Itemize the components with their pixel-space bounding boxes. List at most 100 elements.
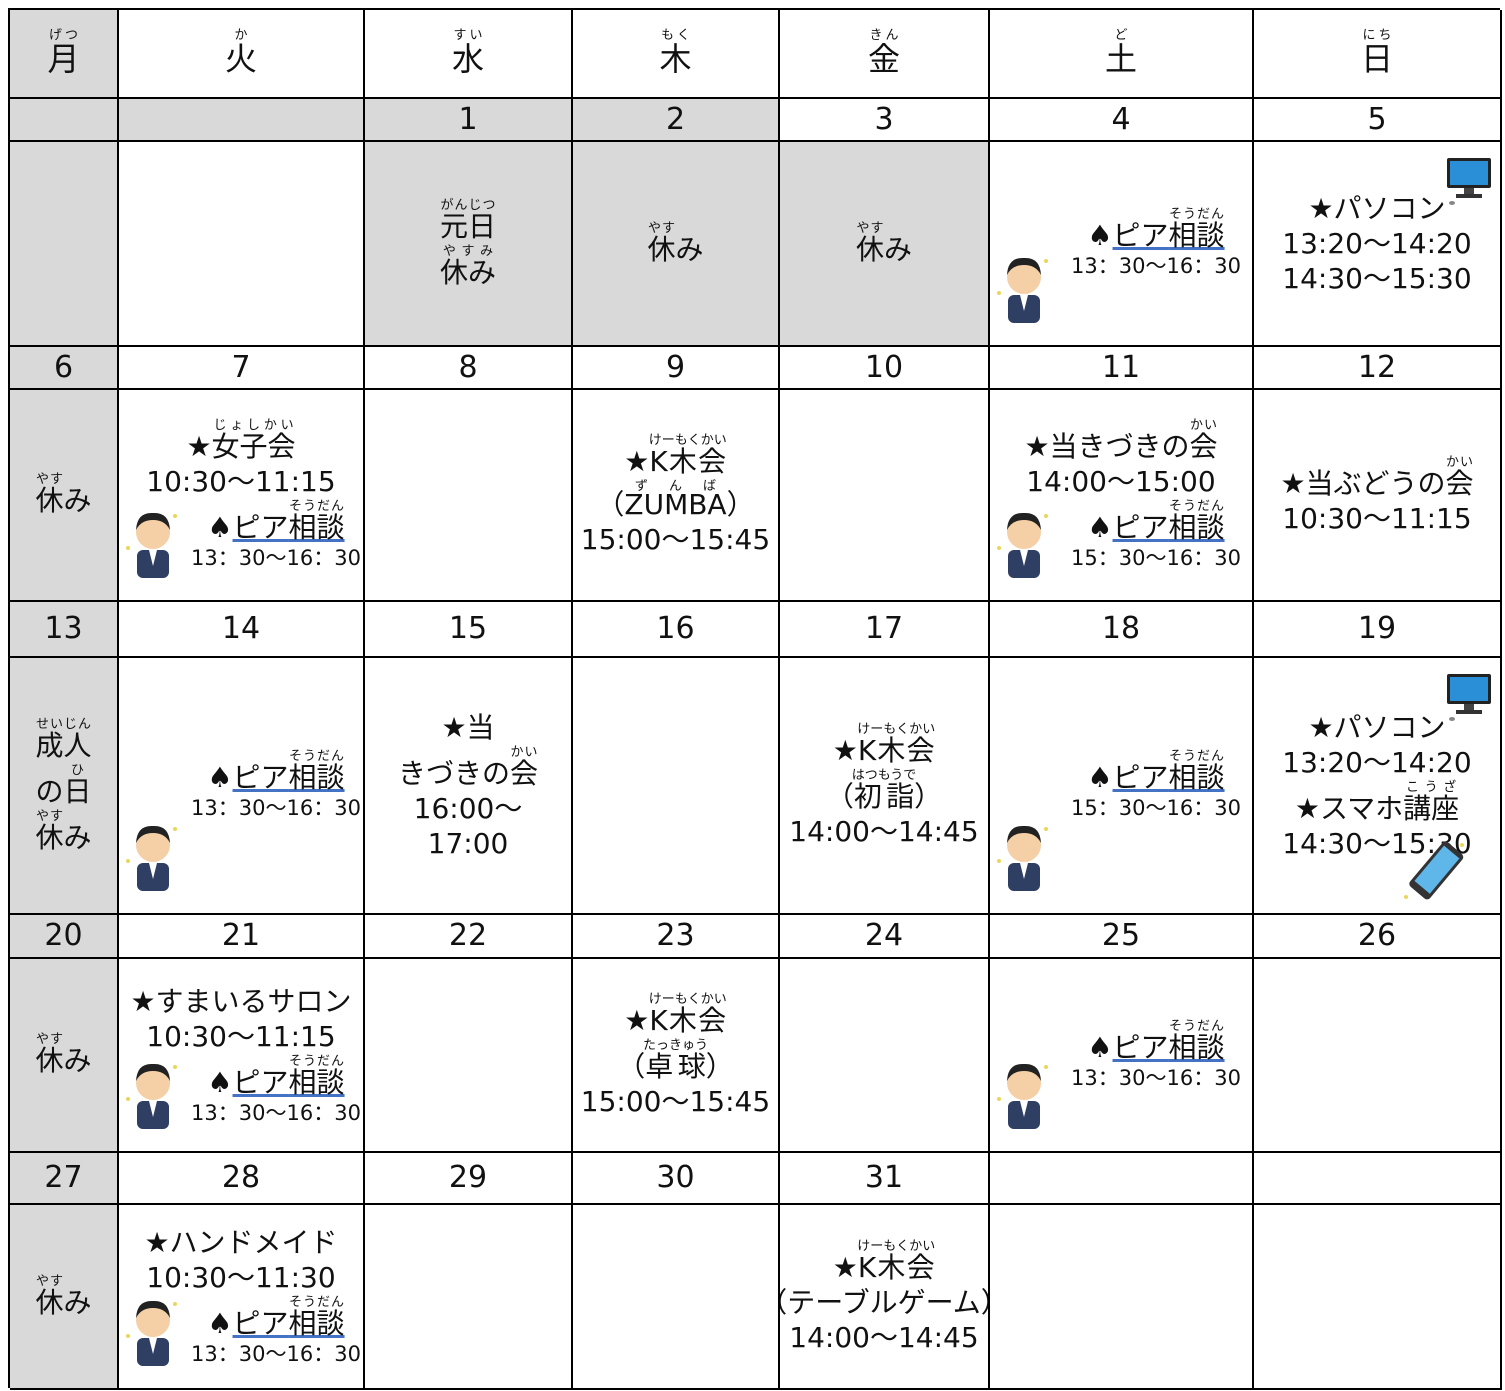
furigana: かい <box>1189 418 1218 434</box>
text: （ <box>617 1049 646 1083</box>
icon-part <box>1449 717 1455 721</box>
ruby-text: 講座こうざ <box>1403 780 1459 825</box>
text: ★スマホ <box>1294 792 1404 825</box>
event-line: 成人せいじん <box>35 717 91 763</box>
ruby-text: 土ど <box>1105 28 1137 79</box>
furigana: がんじつ <box>439 197 496 213</box>
date-number: 15 <box>448 611 488 647</box>
event-line: 13：30〜16：30 <box>121 545 361 571</box>
text: 卓球 <box>642 1049 708 1083</box>
date-cell: 2 <box>573 99 780 142</box>
date-cell: 14 <box>119 602 365 658</box>
date-number: 13 <box>44 611 83 647</box>
icon-part <box>126 1097 130 1101</box>
date-number: 31 <box>864 1160 904 1196</box>
icon-part <box>997 546 1001 550</box>
date-number: 24 <box>864 918 904 954</box>
date-cell: 12 <box>1254 347 1502 390</box>
ruby-text: 相談そうだん <box>289 1054 345 1099</box>
event-line: ♠ピア相談そうだん <box>1017 499 1224 545</box>
ruby-text: 休みやすみ <box>440 244 496 289</box>
event-line: ♠ピア相談そうだん <box>1017 749 1224 795</box>
furigana: こうざ <box>1403 780 1460 795</box>
event-line: 15：30〜16：30 <box>1001 545 1241 571</box>
furigana: たっきゅう <box>642 1037 708 1053</box>
text: （ <box>825 780 854 813</box>
calendar: 月げつ 火か 水すい 木もく 金きん 土ど 日にち 1 2 3 4 5 元日がんじつ 休みやすみ 休やすみ休… <box>8 8 1502 1390</box>
furigana: そうだん <box>288 1295 345 1311</box>
date-cell: 23 <box>573 915 780 959</box>
date-cell: 16 <box>573 602 780 658</box>
text: 相談 <box>288 1307 345 1341</box>
text: 休 <box>35 1285 64 1319</box>
event-line: 17:00 <box>428 826 509 861</box>
text: ） <box>726 488 755 521</box>
date-cell: 29 <box>365 1153 573 1205</box>
furigana: やす <box>35 1273 64 1289</box>
date-cell: 20 <box>10 915 119 959</box>
event-line: （初詣はつもうで） <box>826 768 942 814</box>
ruby-text: 日ひ <box>64 763 92 808</box>
icon-part <box>1464 704 1474 710</box>
text: 木 <box>659 40 692 78</box>
date-number: 17 <box>864 611 904 647</box>
date-cell: 27 <box>10 1153 119 1205</box>
ruby-text: 休やす <box>35 809 63 854</box>
text: 水 <box>451 40 484 78</box>
ruby-text: 初詣はつもうで <box>852 768 917 813</box>
event-line: 休やすみ <box>35 1274 91 1320</box>
date-cell: 15 <box>365 602 573 658</box>
furigana: そうだん <box>1168 1018 1225 1034</box>
date-cell: 31 <box>780 1153 990 1205</box>
event-cell: 元日がんじつ 休みやすみ <box>365 142 573 347</box>
text: 14:00〜14:45 <box>789 1320 979 1354</box>
icon-part <box>1456 194 1482 198</box>
date-number: 20 <box>44 918 83 954</box>
person-icon <box>126 512 177 578</box>
text: 相談 <box>1168 219 1225 253</box>
text: ） <box>705 1049 734 1083</box>
text: 13:20〜14:20 <box>1282 227 1472 260</box>
event-cell: ★パソコン 13:20〜14:20 14:30〜15:30 <box>1254 142 1502 347</box>
ruby-text: K木会けーもくかい <box>857 1239 935 1284</box>
text: 17:00 <box>427 827 509 860</box>
event-line: ♠ピア相談そうだん <box>137 1295 344 1341</box>
header-cell: 土ど <box>990 10 1254 99</box>
icon-part <box>1007 515 1041 549</box>
ruby-text: 相談そうだん <box>289 749 345 794</box>
text: ピア <box>1112 1030 1169 1064</box>
text: ピア <box>1112 219 1169 253</box>
furigana: かい <box>1445 454 1474 470</box>
furigana: ひ <box>63 762 92 778</box>
event-cell <box>573 1205 780 1390</box>
icon-part <box>1020 863 1028 879</box>
icon-part <box>1450 161 1488 185</box>
icon-part <box>149 1101 157 1117</box>
date-number: 7 <box>231 349 251 385</box>
date-number: 30 <box>656 1160 695 1196</box>
date-cell: 3 <box>780 99 990 142</box>
text: 10:30〜11:15 <box>146 465 336 499</box>
text: ピア <box>1112 761 1169 795</box>
icon-part <box>126 1334 130 1338</box>
text: ピア <box>1112 511 1169 545</box>
text: 10:30〜11:30 <box>146 1261 336 1295</box>
ruby-text: 休やす <box>35 1032 63 1077</box>
icon-part <box>1007 260 1041 294</box>
person-icon <box>997 825 1048 891</box>
text: 火 <box>224 40 257 78</box>
event-line: 15：30〜16：30 <box>1001 795 1241 821</box>
icon-part <box>173 1065 177 1069</box>
event-line: 14:00〜14:45 <box>789 814 978 849</box>
date-cell: 1 <box>365 99 573 142</box>
ruby-text: 木もく <box>659 28 691 79</box>
ruby-text: 相談そうだん <box>288 1295 345 1341</box>
text: ♠ <box>207 511 233 545</box>
icon-part <box>149 863 157 879</box>
event-line: 13:20〜14:20 <box>1282 745 1471 780</box>
date-cell: 5 <box>1254 99 1502 142</box>
text: 13：30〜16：30 <box>1071 254 1241 279</box>
event-cell: ★当きづきの会かい 14:00〜15:00 ♠ピア相談そうだん 15：30〜16：30 <box>990 390 1254 602</box>
furigana: きん <box>867 28 900 43</box>
icon-part <box>997 291 1001 295</box>
